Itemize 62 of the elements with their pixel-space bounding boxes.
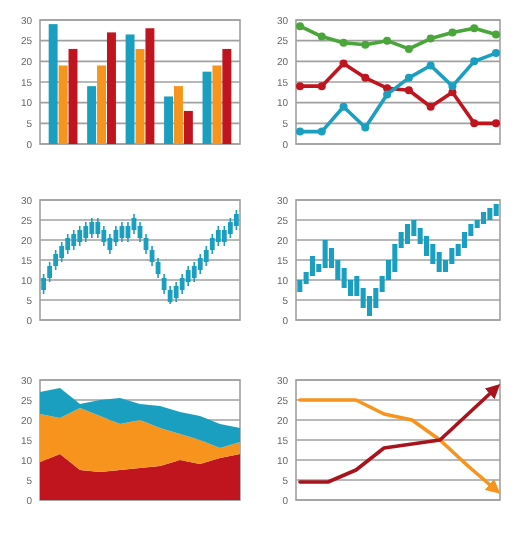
point bbox=[383, 36, 392, 45]
point bbox=[470, 57, 479, 66]
bar bbox=[48, 24, 58, 144]
candlestick bbox=[197, 253, 203, 275]
bar bbox=[222, 48, 232, 144]
point bbox=[317, 32, 326, 41]
point bbox=[426, 34, 435, 43]
point bbox=[339, 102, 348, 111]
point bbox=[339, 38, 348, 47]
bar bbox=[174, 86, 183, 144]
point bbox=[404, 86, 413, 95]
point bbox=[317, 82, 326, 91]
point bbox=[492, 30, 500, 39]
point bbox=[448, 82, 457, 91]
point bbox=[426, 102, 435, 111]
point bbox=[317, 127, 326, 136]
bar bbox=[107, 32, 116, 144]
bar bbox=[68, 48, 78, 144]
bar bbox=[125, 34, 135, 144]
candlestick bbox=[215, 225, 221, 247]
candlestick bbox=[191, 261, 197, 283]
candlestick bbox=[322, 240, 328, 268]
candlestick bbox=[179, 273, 185, 295]
candlestick bbox=[185, 265, 191, 287]
point bbox=[404, 73, 413, 82]
point bbox=[361, 73, 370, 82]
point bbox=[383, 90, 392, 99]
bar bbox=[87, 86, 97, 144]
candlestick bbox=[221, 225, 227, 247]
candlestick bbox=[173, 281, 179, 303]
point bbox=[361, 40, 370, 49]
point bbox=[492, 119, 500, 128]
point bbox=[404, 44, 413, 53]
bar bbox=[97, 65, 107, 144]
point bbox=[470, 24, 479, 33]
point bbox=[448, 28, 457, 37]
candlestick bbox=[101, 225, 107, 247]
point bbox=[296, 127, 304, 136]
candlestick bbox=[233, 209, 239, 231]
candlestick bbox=[227, 217, 233, 239]
candlestick bbox=[77, 225, 83, 247]
point bbox=[470, 119, 479, 128]
candlestick bbox=[89, 217, 95, 239]
point bbox=[492, 49, 500, 58]
candlestick bbox=[95, 217, 101, 239]
point bbox=[339, 59, 348, 68]
point bbox=[426, 61, 435, 70]
candlestick bbox=[83, 221, 89, 243]
point bbox=[296, 82, 304, 91]
bar bbox=[58, 65, 68, 144]
point bbox=[361, 123, 370, 132]
bar bbox=[164, 96, 173, 144]
candlestick bbox=[65, 233, 71, 255]
candlestick bbox=[59, 241, 65, 263]
bar bbox=[212, 65, 222, 144]
candlestick bbox=[107, 233, 113, 255]
candlestick bbox=[113, 225, 119, 247]
bar bbox=[183, 110, 193, 144]
bar bbox=[145, 28, 155, 144]
point bbox=[296, 22, 304, 31]
candlestick bbox=[71, 229, 77, 251]
bar bbox=[135, 48, 145, 144]
